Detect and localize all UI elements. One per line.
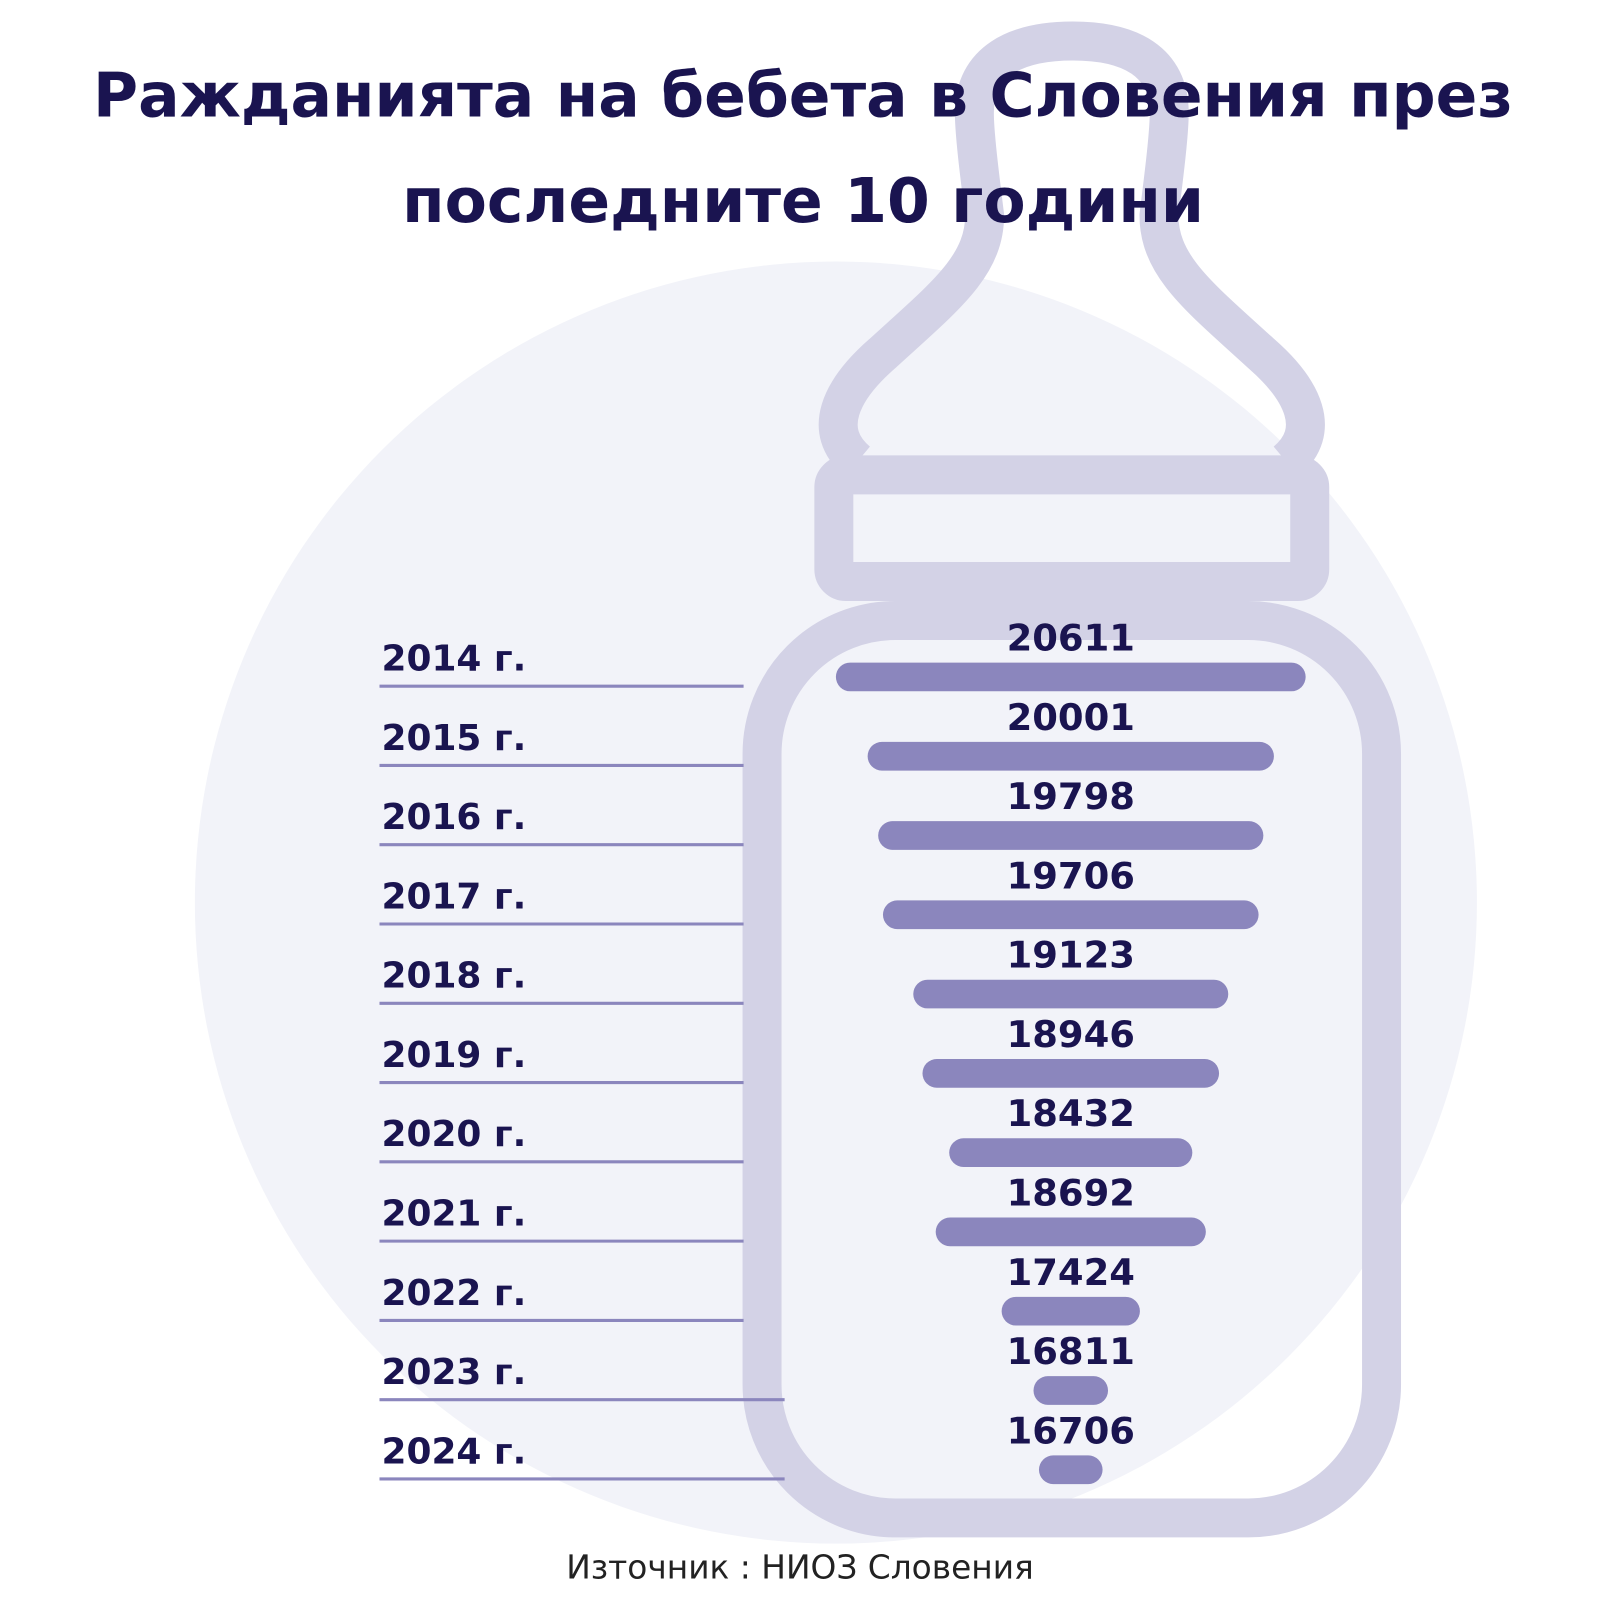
chart-title: последните 10 години	[402, 165, 1204, 237]
category-label: 2022 г.	[382, 1273, 527, 1314]
category-label: 2015 г.	[382, 718, 527, 759]
chart-title: Ражданията на бебета в Словения през	[93, 60, 1513, 132]
category-label: 2023 г.	[382, 1352, 527, 1393]
bottle	[742, 21, 1402, 1538]
value-label: 16811	[1007, 1330, 1135, 1373]
category-label: 2014 г.	[382, 639, 527, 680]
value-label: 20001	[1007, 696, 1135, 739]
cap	[814, 455, 1330, 602]
category-label: 2016 г.	[382, 797, 527, 838]
bottle-body	[742, 601, 1402, 1538]
category-label: 2020 г.	[382, 1114, 527, 1155]
value-label: 16706	[1007, 1409, 1135, 1452]
value-label: 19123	[1007, 934, 1135, 977]
value-label: 19706	[1007, 854, 1135, 897]
value-label: 20611	[1007, 617, 1135, 660]
plot: 2014 г. 20611 2015 г. 20001 2016 г. 19798 2017…	[379, 617, 1306, 1485]
category-label: 2018 г.	[382, 956, 527, 997]
value-label: 18432	[1007, 1092, 1135, 1135]
value-label: 18946	[1007, 1013, 1135, 1056]
category-label: 2024 г.	[382, 1431, 527, 1472]
value-label: 17424	[1007, 1251, 1135, 1294]
value-label: 18692	[1007, 1171, 1135, 1214]
source: Източник : НИОЗ Словения	[566, 1549, 1034, 1587]
category-label: 2017 г.	[382, 876, 527, 917]
category-label: 2019 г.	[382, 1035, 527, 1076]
category-label: 2021 г.	[382, 1193, 527, 1234]
nipple	[818, 21, 1325, 477]
value-label: 19798	[1007, 775, 1135, 818]
